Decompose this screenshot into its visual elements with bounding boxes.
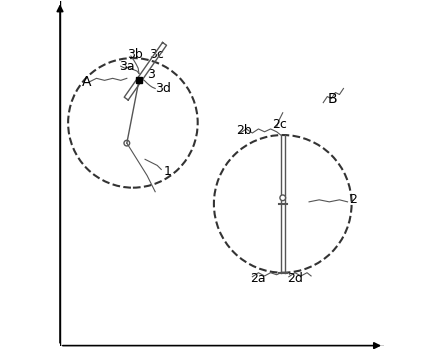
Text: 2d: 2d [287,272,303,285]
Text: 3a: 3a [119,60,135,73]
Text: 3: 3 [147,68,155,81]
Text: B: B [327,91,337,106]
Text: 2a: 2a [250,272,266,285]
Text: 2b: 2b [236,125,252,138]
Text: 3b: 3b [127,47,143,60]
Text: 2c: 2c [273,118,288,132]
Text: 3c: 3c [149,47,164,60]
Text: A: A [82,75,92,89]
Text: 2: 2 [349,193,357,206]
Circle shape [280,195,285,201]
Text: 1: 1 [163,165,171,178]
Text: 3d: 3d [155,82,171,95]
